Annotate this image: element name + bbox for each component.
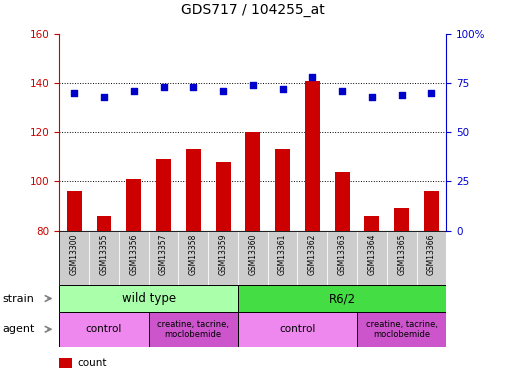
- Bar: [179, 231, 208, 285]
- Bar: [96, 216, 111, 231]
- Text: R6/2: R6/2: [329, 292, 356, 305]
- Point: [249, 82, 257, 88]
- Bar: [149, 312, 238, 346]
- Text: GSM13300: GSM13300: [70, 233, 79, 275]
- Point: [219, 88, 227, 94]
- Text: GSM13362: GSM13362: [308, 233, 317, 275]
- Text: GDS717 / 104255_at: GDS717 / 104255_at: [181, 3, 325, 17]
- Text: GSM13361: GSM13361: [278, 233, 287, 275]
- Bar: [327, 231, 357, 285]
- Bar: [59, 285, 238, 312]
- Bar: [424, 191, 439, 231]
- Text: strain: strain: [3, 294, 35, 303]
- Point: [368, 94, 376, 100]
- Bar: [387, 231, 416, 285]
- Text: control: control: [279, 324, 316, 334]
- Bar: [126, 179, 141, 231]
- Text: GSM13356: GSM13356: [130, 233, 138, 275]
- Bar: [119, 231, 149, 285]
- Bar: [89, 231, 119, 285]
- Bar: [238, 285, 446, 312]
- Text: creatine, tacrine,
moclobemide: creatine, tacrine, moclobemide: [366, 320, 438, 339]
- Bar: [246, 132, 260, 231]
- Text: GSM13360: GSM13360: [248, 233, 257, 275]
- Bar: [238, 312, 357, 346]
- Bar: [416, 231, 446, 285]
- Text: GSM13357: GSM13357: [159, 233, 168, 275]
- Bar: [275, 149, 290, 231]
- Bar: [149, 231, 179, 285]
- Bar: [305, 81, 320, 231]
- Point: [397, 92, 406, 98]
- Text: GSM13359: GSM13359: [219, 233, 228, 275]
- Text: GSM13365: GSM13365: [397, 233, 406, 275]
- Bar: [59, 312, 149, 346]
- Text: creatine, tacrine,
moclobemide: creatine, tacrine, moclobemide: [157, 320, 229, 339]
- Text: GSM13363: GSM13363: [337, 233, 347, 275]
- Point: [279, 86, 287, 92]
- Text: agent: agent: [3, 324, 35, 334]
- Point: [70, 90, 78, 96]
- Text: wild type: wild type: [122, 292, 176, 305]
- Bar: [298, 231, 327, 285]
- Point: [130, 88, 138, 94]
- Point: [100, 94, 108, 100]
- Bar: [67, 191, 82, 231]
- Text: GSM13366: GSM13366: [427, 233, 436, 275]
- Point: [338, 88, 346, 94]
- Text: control: control: [86, 324, 122, 334]
- Point: [159, 84, 168, 90]
- Bar: [156, 159, 171, 231]
- Text: GSM13358: GSM13358: [189, 233, 198, 275]
- Text: count: count: [78, 357, 107, 368]
- Text: GSM13355: GSM13355: [100, 233, 108, 275]
- Point: [427, 90, 436, 96]
- Bar: [268, 231, 298, 285]
- Bar: [357, 231, 387, 285]
- Bar: [59, 231, 89, 285]
- Bar: [364, 216, 379, 231]
- Bar: [238, 231, 268, 285]
- Bar: [186, 149, 201, 231]
- Bar: [208, 231, 238, 285]
- Text: GSM13364: GSM13364: [367, 233, 376, 275]
- Bar: [357, 312, 446, 346]
- Bar: [216, 162, 231, 231]
- Bar: [59, 358, 72, 368]
- Bar: [335, 172, 350, 231]
- Point: [189, 84, 198, 90]
- Point: [308, 74, 316, 80]
- Bar: [394, 209, 409, 231]
